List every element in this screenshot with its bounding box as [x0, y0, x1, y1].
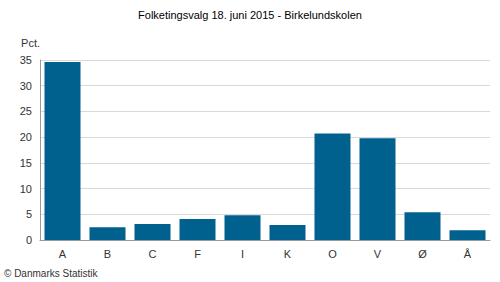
- svg-text:5: 5: [26, 208, 32, 220]
- svg-text:Pct.: Pct.: [21, 37, 40, 49]
- svg-text:A: A: [59, 248, 67, 260]
- svg-text:Å: Å: [464, 248, 472, 260]
- svg-text:O: O: [328, 248, 337, 260]
- svg-text:35: 35: [20, 54, 32, 66]
- svg-text:Folketingsvalg 18. juni 2015 -: Folketingsvalg 18. juni 2015 - Birkelund…: [138, 9, 362, 21]
- svg-text:15: 15: [20, 157, 32, 169]
- svg-text:C: C: [149, 248, 157, 260]
- svg-text:20: 20: [20, 131, 32, 143]
- svg-text:I: I: [241, 248, 244, 260]
- svg-text:B: B: [104, 248, 111, 260]
- svg-text:0: 0: [26, 234, 32, 246]
- svg-text:10: 10: [20, 183, 32, 195]
- svg-text:25: 25: [20, 105, 32, 117]
- svg-text:V: V: [374, 248, 382, 260]
- svg-text:K: K: [284, 248, 292, 260]
- svg-text:© Danmarks Statistik: © Danmarks Statistik: [4, 268, 99, 279]
- svg-text:30: 30: [20, 80, 32, 92]
- svg-text:Ø: Ø: [418, 248, 427, 260]
- svg-text:F: F: [194, 248, 201, 260]
